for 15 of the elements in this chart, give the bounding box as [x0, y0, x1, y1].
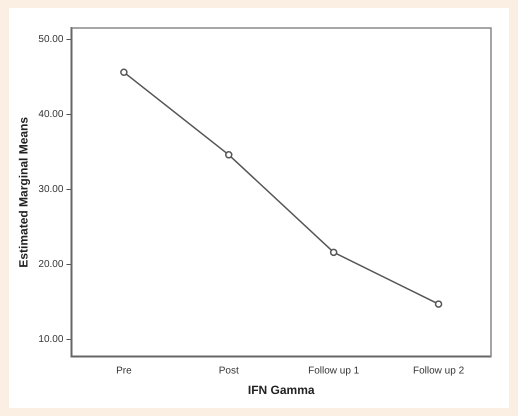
y-tick-label: 50.00	[38, 34, 64, 46]
y-axis-title: Estimated Marginal Means	[16, 116, 31, 268]
x-tick-label: Follow up 1	[308, 365, 360, 376]
x-tick-label: Post	[218, 365, 239, 376]
y-tick-label: 20.00	[38, 259, 64, 270]
y-tick-label: 40.00	[38, 109, 64, 120]
x-tick-label: Follow up 2	[412, 365, 465, 376]
point	[434, 300, 442, 308]
point	[330, 248, 338, 256]
y-tick-label: 30.00	[38, 184, 64, 196]
point	[225, 151, 233, 159]
y-tick-label: 10.00	[38, 334, 64, 346]
point	[120, 68, 128, 76]
x-axis-title: IFN Gamma	[248, 383, 315, 398]
x-tick-label: Pre	[116, 365, 132, 376]
